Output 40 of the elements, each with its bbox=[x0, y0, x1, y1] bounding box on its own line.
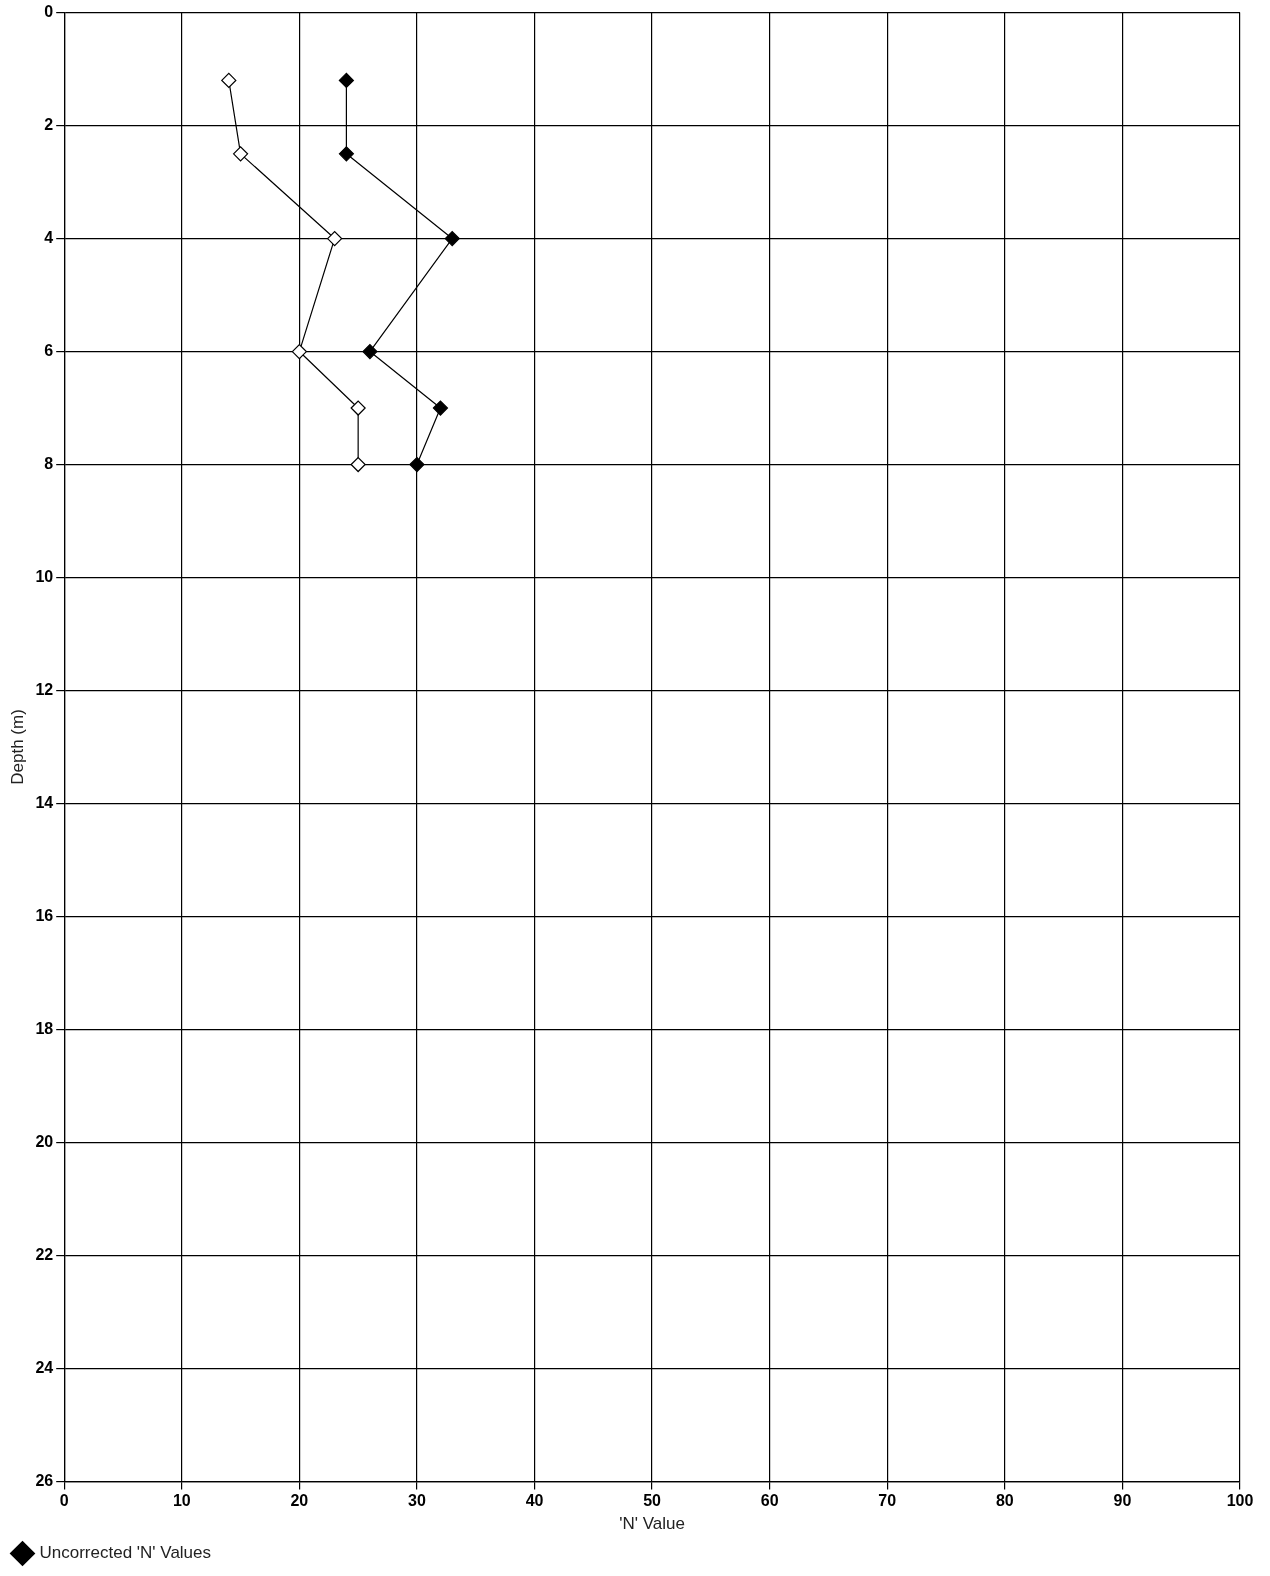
point bbox=[338, 72, 354, 88]
point bbox=[444, 230, 460, 247]
y-tick-label: 10 bbox=[35, 567, 54, 585]
y-tick-label: 24 bbox=[35, 1358, 54, 1376]
y-tick-label: 20 bbox=[35, 1132, 54, 1150]
x-tick-label: 10 bbox=[172, 1492, 191, 1510]
point bbox=[362, 343, 378, 360]
point bbox=[409, 456, 425, 473]
x-tick-label: 50 bbox=[643, 1492, 662, 1510]
point bbox=[432, 400, 449, 416]
y-tick-label: 4 bbox=[44, 228, 54, 246]
x-tick-label: 70 bbox=[878, 1492, 897, 1510]
legend-label: Uncorrected 'N' Values bbox=[39, 1543, 212, 1563]
y-tick-label: 26 bbox=[35, 1471, 54, 1489]
point bbox=[338, 146, 354, 162]
x-tick-label: 20 bbox=[290, 1492, 309, 1510]
y-tick-label: 2 bbox=[44, 115, 54, 133]
y-tick-label: 0 bbox=[44, 3, 54, 21]
y-tick-label: 8 bbox=[44, 454, 54, 472]
x-tick-label: 40 bbox=[525, 1492, 544, 1510]
point bbox=[232, 146, 249, 162]
y-tick-label: 22 bbox=[35, 1245, 54, 1263]
x-tick-label: 80 bbox=[995, 1492, 1014, 1510]
x-tick-label: 60 bbox=[760, 1492, 779, 1510]
x-tick-label: 90 bbox=[1113, 1492, 1132, 1510]
x-tick-label: 100 bbox=[1226, 1492, 1254, 1510]
y-tick-label: 16 bbox=[35, 906, 54, 924]
point bbox=[291, 343, 307, 360]
point bbox=[350, 456, 366, 473]
y-tick-label: 18 bbox=[35, 1019, 54, 1037]
point bbox=[221, 72, 237, 88]
y-tick-label: 12 bbox=[35, 680, 54, 698]
x-tick-label: 30 bbox=[408, 1492, 426, 1510]
point bbox=[350, 400, 366, 416]
y-tick-label: 6 bbox=[44, 341, 54, 359]
x-axis-title: 'N' Value bbox=[619, 1514, 685, 1534]
y-tick-label: 14 bbox=[35, 793, 54, 811]
x-tick-label: 0 bbox=[59, 1492, 69, 1510]
point bbox=[327, 230, 343, 247]
y-axis-title: Depth (m) bbox=[7, 709, 27, 785]
